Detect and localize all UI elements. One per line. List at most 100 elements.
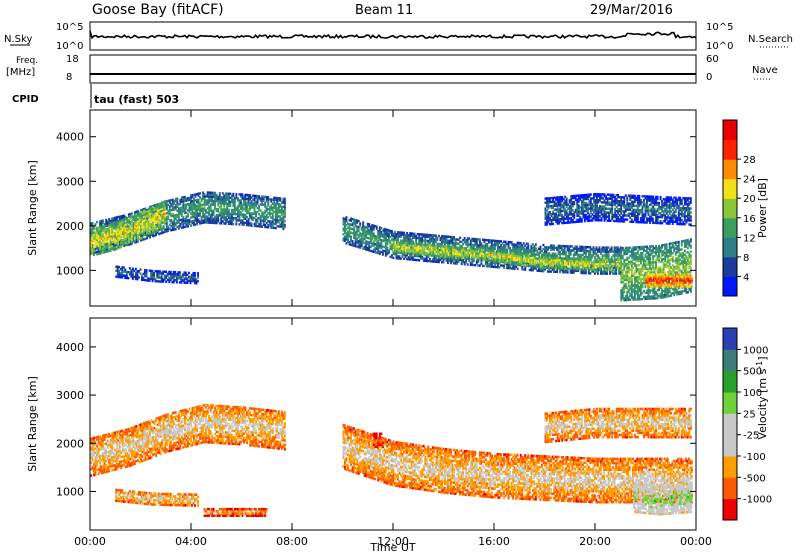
heatmap-cell xyxy=(583,268,586,271)
heatmap-cell xyxy=(158,204,161,208)
heatmap-cell xyxy=(152,219,155,222)
heatmap-cell xyxy=(141,238,144,241)
heatmap-cell xyxy=(255,212,258,216)
heatmap-cell xyxy=(172,272,175,276)
heatmap-cell xyxy=(267,200,270,203)
heatmap-cell xyxy=(562,271,565,274)
heatmap-cell xyxy=(159,276,162,279)
heatmap-cell xyxy=(587,250,590,253)
heatmap-cell xyxy=(523,259,526,263)
heatmap-cell xyxy=(282,227,285,231)
heatmap-cell xyxy=(550,260,553,264)
heatmap-cell xyxy=(565,213,568,216)
heatmap-cell xyxy=(221,220,224,223)
heatmap-cell xyxy=(403,248,406,251)
heatmap-cell xyxy=(476,258,479,261)
heatmap-cell xyxy=(462,252,465,256)
heatmap-cell xyxy=(517,255,520,258)
heatmap-cell xyxy=(421,237,424,240)
heatmap-cell xyxy=(283,197,286,201)
heatmap-cell xyxy=(380,240,383,244)
heatmap-cell xyxy=(552,196,555,200)
heatmap-cell xyxy=(580,260,583,263)
heatmap-cell xyxy=(141,274,143,277)
heatmap-cell xyxy=(397,241,400,244)
heatmap-cell xyxy=(388,229,390,232)
heatmap-cell xyxy=(407,240,410,243)
heatmap-cell xyxy=(244,203,247,207)
heatmap-cell xyxy=(273,200,276,204)
heatmap-cell xyxy=(144,217,147,220)
heatmap-cell xyxy=(451,243,454,247)
heatmap-cell xyxy=(409,242,412,245)
heatmap-cell xyxy=(366,222,369,226)
heatmap-cell xyxy=(165,274,168,277)
heatmap-cell xyxy=(279,215,282,218)
heatmap-cell xyxy=(240,207,242,210)
heatmap-cell xyxy=(571,271,574,274)
heatmap-cell xyxy=(206,207,209,210)
heatmap-cell xyxy=(409,234,412,237)
heatmap-cell xyxy=(133,229,136,233)
heatmap-cell xyxy=(535,259,538,262)
heatmap-cell xyxy=(486,259,489,262)
heatmap-cell xyxy=(141,216,144,219)
heatmap-cell xyxy=(529,264,532,267)
heatmap-cell xyxy=(486,245,489,248)
heatmap-cell xyxy=(177,211,180,214)
heatmap-cell xyxy=(212,217,215,221)
heatmap-cell xyxy=(510,249,513,252)
heatmap-cell xyxy=(218,198,221,201)
heatmap-cell xyxy=(616,246,619,249)
heatmap-cell xyxy=(147,227,150,230)
heatmap-cell xyxy=(282,215,285,218)
heatmap-cell xyxy=(389,255,392,259)
heatmap-cell xyxy=(146,213,149,216)
heatmap-cell xyxy=(156,207,159,210)
heatmap-cell xyxy=(562,219,565,223)
station-title: Goose Bay (fitACF) xyxy=(92,2,224,18)
heatmap-cell xyxy=(238,223,241,226)
heatmap-cell xyxy=(616,248,619,251)
heatmap-cell xyxy=(494,247,496,251)
heatmap-cell xyxy=(217,203,220,207)
heatmap-cell xyxy=(558,222,561,225)
heatmap-cell xyxy=(123,230,126,233)
heatmap-cell xyxy=(96,253,99,256)
heatmap-cell xyxy=(618,250,621,253)
heatmap-cell xyxy=(413,258,416,261)
heatmap-cell xyxy=(618,254,621,257)
heatmap-cell xyxy=(197,276,200,279)
heatmap-cell xyxy=(161,217,164,221)
heatmap-cell xyxy=(149,221,152,224)
heatmap-cell xyxy=(202,203,205,206)
heatmap-cell xyxy=(366,228,369,232)
heatmap-cell xyxy=(179,202,182,206)
heatmap-cell xyxy=(271,222,274,225)
heatmap-cell xyxy=(102,239,105,242)
heatmap-cell xyxy=(443,251,445,254)
heatmap-cell xyxy=(126,219,129,222)
heatmap-cell xyxy=(124,229,127,233)
heatmap-cell xyxy=(165,226,168,229)
heatmap-cell xyxy=(116,265,119,269)
heatmap-cell xyxy=(255,204,258,208)
heatmap-cell xyxy=(344,235,346,239)
heatmap-cell xyxy=(129,221,132,224)
heatmap-cell xyxy=(96,244,99,248)
heatmap-cell xyxy=(543,264,545,267)
heatmap-cell xyxy=(424,241,427,244)
heatmap-cell xyxy=(252,212,255,215)
heatmap-cell xyxy=(606,250,609,253)
heatmap-cell xyxy=(512,247,515,250)
heatmap-cell xyxy=(583,245,586,249)
heatmap-cell xyxy=(229,222,232,226)
heatmap-cell xyxy=(105,240,108,243)
heatmap-cell xyxy=(553,270,556,273)
heatmap-cell xyxy=(566,263,569,266)
heatmap-cell xyxy=(197,204,200,207)
heatmap-cell xyxy=(580,255,583,259)
heatmap-cell xyxy=(365,236,368,239)
heatmap-cell xyxy=(229,204,232,208)
heatmap-cell xyxy=(181,279,184,282)
